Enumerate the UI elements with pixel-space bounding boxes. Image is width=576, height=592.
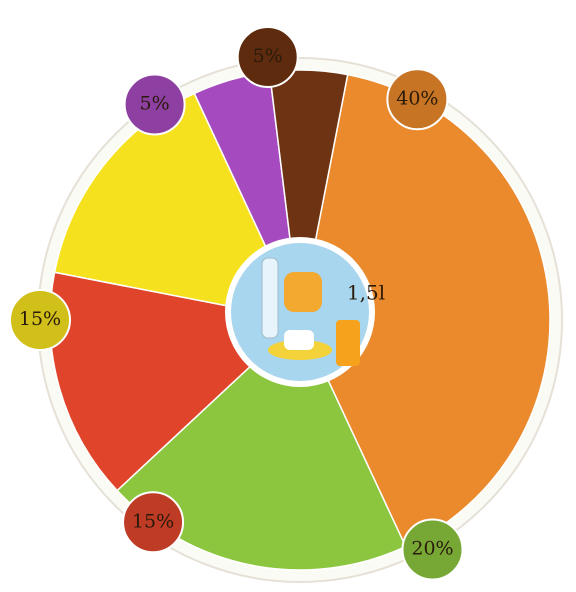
label-bubble: [401, 518, 464, 581]
label-bubble: [9, 289, 71, 351]
value-label: 15%: [132, 510, 174, 532]
value-label: 20%: [411, 537, 453, 559]
cup: [284, 330, 314, 350]
value-label: 40%: [396, 87, 438, 109]
value-label: 15%: [19, 308, 61, 330]
value-label: 5%: [253, 45, 283, 67]
jug: [284, 272, 322, 312]
bottle: [261, 257, 279, 339]
value-label: 5%: [140, 92, 170, 114]
label-bubble: [122, 491, 185, 554]
label-bubble: [236, 25, 299, 88]
label-bubble: [123, 73, 186, 136]
center-label: 1,5l: [347, 281, 385, 305]
label-bubble: [386, 68, 449, 131]
labels: 40% 20% 15% 15% 5% 5%: [9, 25, 464, 581]
glass: [336, 320, 360, 366]
